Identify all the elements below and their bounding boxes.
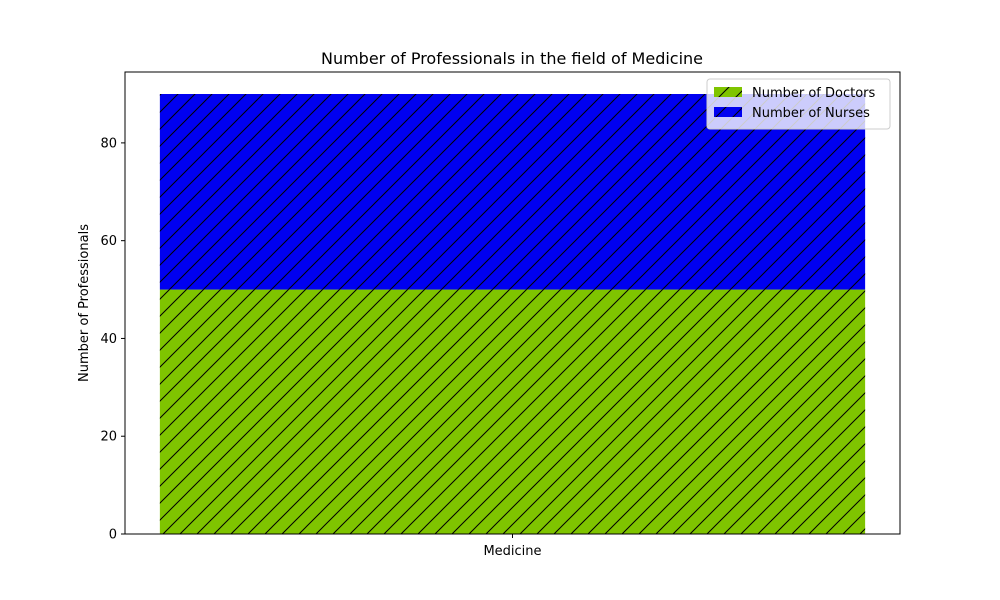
y-tick-label: 60 [100, 234, 117, 249]
legend-item-number-of-doctors: Number of Doctors [714, 86, 876, 101]
legend-label: Number of Nurses [752, 106, 870, 121]
y-tick-label: 80 [100, 136, 117, 151]
legend-item-number-of-nurses: Number of Nurses [714, 106, 870, 121]
bars-layer [159, 94, 866, 534]
x-tick-label: Medicine [483, 544, 541, 559]
y-tick-label: 40 [100, 332, 117, 347]
y-tick-label: 0 [109, 528, 117, 543]
chart-title: Number of Professionals in the field of … [321, 49, 703, 68]
y-tick-label: 20 [100, 430, 117, 445]
legend-swatch-hatch [714, 87, 742, 97]
y-axis: 0 20 40 60 80 [100, 136, 125, 543]
legend-swatch-hatch [714, 107, 742, 117]
legend: Number of Doctors Number of Nurses [706, 78, 891, 130]
x-axis: Medicine [483, 534, 542, 559]
legend-box [706, 78, 891, 130]
legend-label: Number of Doctors [752, 86, 876, 101]
bar-number-of-doctors-medicine-hatch [159, 289, 866, 534]
y-axis-label: Number of Professionals [77, 224, 92, 382]
bar-number-of-doctors-medicine [159, 289, 866, 534]
